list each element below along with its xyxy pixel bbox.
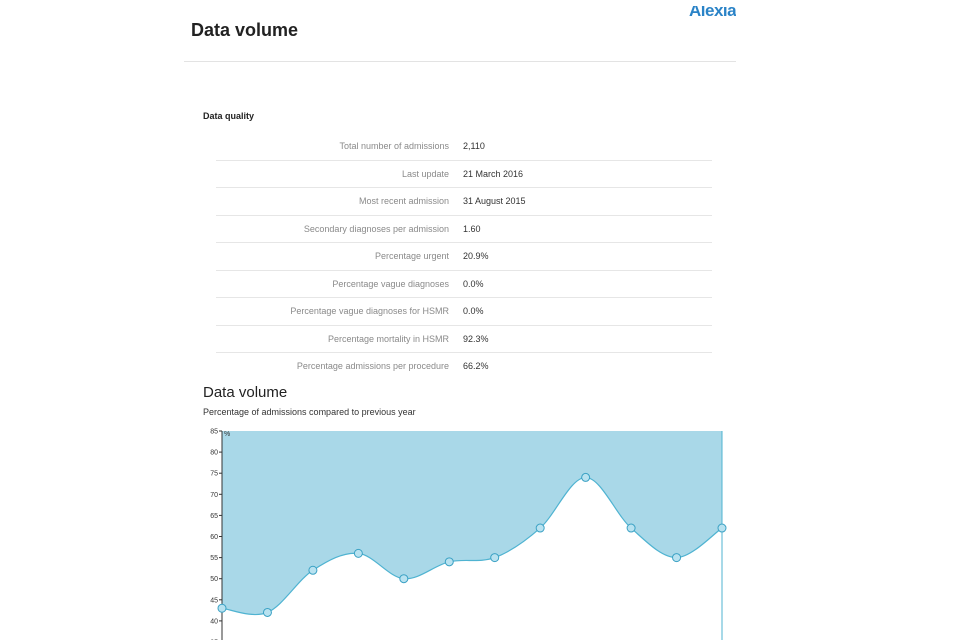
- data-quality-heading: Data quality: [203, 111, 255, 121]
- chart-data-point: [308, 565, 318, 575]
- chart-data-point: [672, 553, 682, 563]
- data-quality-label: Percentage admissions per procedure: [296, 361, 449, 372]
- data-quality-label: Percentage vague diagnoses for HSMR: [216, 297, 463, 326]
- data-quality-row: Total number of admissions 2,110: [216, 133, 712, 161]
- data-quality-label: Percentage vague diagnoses: [216, 270, 463, 298]
- data-quality-label: Total number of admissions: [216, 133, 463, 161]
- chart-y-tick-label: 75: [210, 471, 218, 478]
- chart-data-point: [717, 523, 727, 533]
- chart-data-point: [217, 603, 227, 613]
- chart-data-point: [581, 472, 591, 482]
- data-quality-row: Last update 21 March 2016: [216, 160, 712, 188]
- chart-y-tick-label: 70: [210, 492, 218, 499]
- data-quality-value: 21 March 2016: [463, 160, 712, 188]
- chart-area-fill: [222, 431, 722, 615]
- chart-y-unit: %: [224, 431, 230, 438]
- data-quality-label: Last update: [216, 160, 463, 188]
- data-quality-value: 2,110: [463, 133, 712, 161]
- chart-y-tick-label: 55: [210, 555, 218, 562]
- data-quality-row: Percentage urgent 20.9%: [216, 242, 712, 271]
- chart-y-tick-label: 65: [210, 513, 218, 520]
- data-quality-table: Total number of admissions 2,110 Last upda…: [216, 133, 712, 380]
- data-quality-value: 92.3%: [463, 325, 712, 353]
- chart-data-point: [444, 557, 454, 567]
- chart-y-tick-label: 45: [210, 597, 218, 604]
- chart-data-point: [535, 523, 545, 533]
- page-title: Data volume: [191, 20, 299, 40]
- data-quality-row: Percentage admissions per procedure 66.2%: [216, 353, 712, 380]
- data-quality-value: 0.0%: [463, 270, 712, 298]
- data-quality-value: 20.9%: [463, 242, 712, 271]
- data-volume-subtitle: Percentage of admissions compared to pre…: [203, 407, 416, 417]
- chart-data-point: [353, 548, 363, 558]
- header-divider: [184, 61, 736, 62]
- data-quality-row: Most recent admission 31 August 2015: [216, 187, 712, 216]
- data-quality-value: 0.0%: [463, 297, 712, 326]
- data-quality-label: Most recent admission: [216, 187, 463, 216]
- brand-logo[interactable]: Alexia: [689, 6, 737, 20]
- chart-y-tick-label: 85: [210, 429, 218, 436]
- chart-data-point: [399, 574, 409, 584]
- data-quality-label: Percentage mortality in HSMR: [216, 325, 463, 353]
- data-quality-value: 31 August 2015: [463, 187, 712, 216]
- data-quality-label: Secondary diagnoses per admission: [216, 215, 463, 243]
- chart-y-tick-label: 60: [210, 534, 218, 541]
- chart-data-point: [626, 523, 636, 533]
- chart-data-point: [490, 553, 500, 563]
- data-quality-row: Secondary diagnoses per admission 1.60: [216, 215, 712, 243]
- chart-y-tick-label: 40: [210, 618, 218, 625]
- data-quality-value: 66.2%: [463, 361, 489, 372]
- data-quality-row: Percentage vague diagnoses for HSMR 0.0%: [216, 297, 712, 326]
- data-quality-value: 1.60: [463, 215, 712, 243]
- page: Alexia Data volume Data quality Total nu…: [184, 0, 736, 640]
- data-quality-row: Percentage mortality in HSMR 92.3%: [216, 325, 712, 353]
- data-quality-label: Percentage urgent: [216, 242, 463, 271]
- chart-y-tick-label: 50: [210, 576, 218, 583]
- data-volume-title: Data volume: [203, 384, 288, 401]
- data-quality-row: Percentage vague diagnoses 0.0%: [216, 270, 712, 298]
- data-volume-chart: 3540455055606570758085%: [210, 429, 727, 640]
- chart-data-point: [262, 607, 272, 617]
- chart-y-tick-label: 80: [210, 450, 218, 457]
